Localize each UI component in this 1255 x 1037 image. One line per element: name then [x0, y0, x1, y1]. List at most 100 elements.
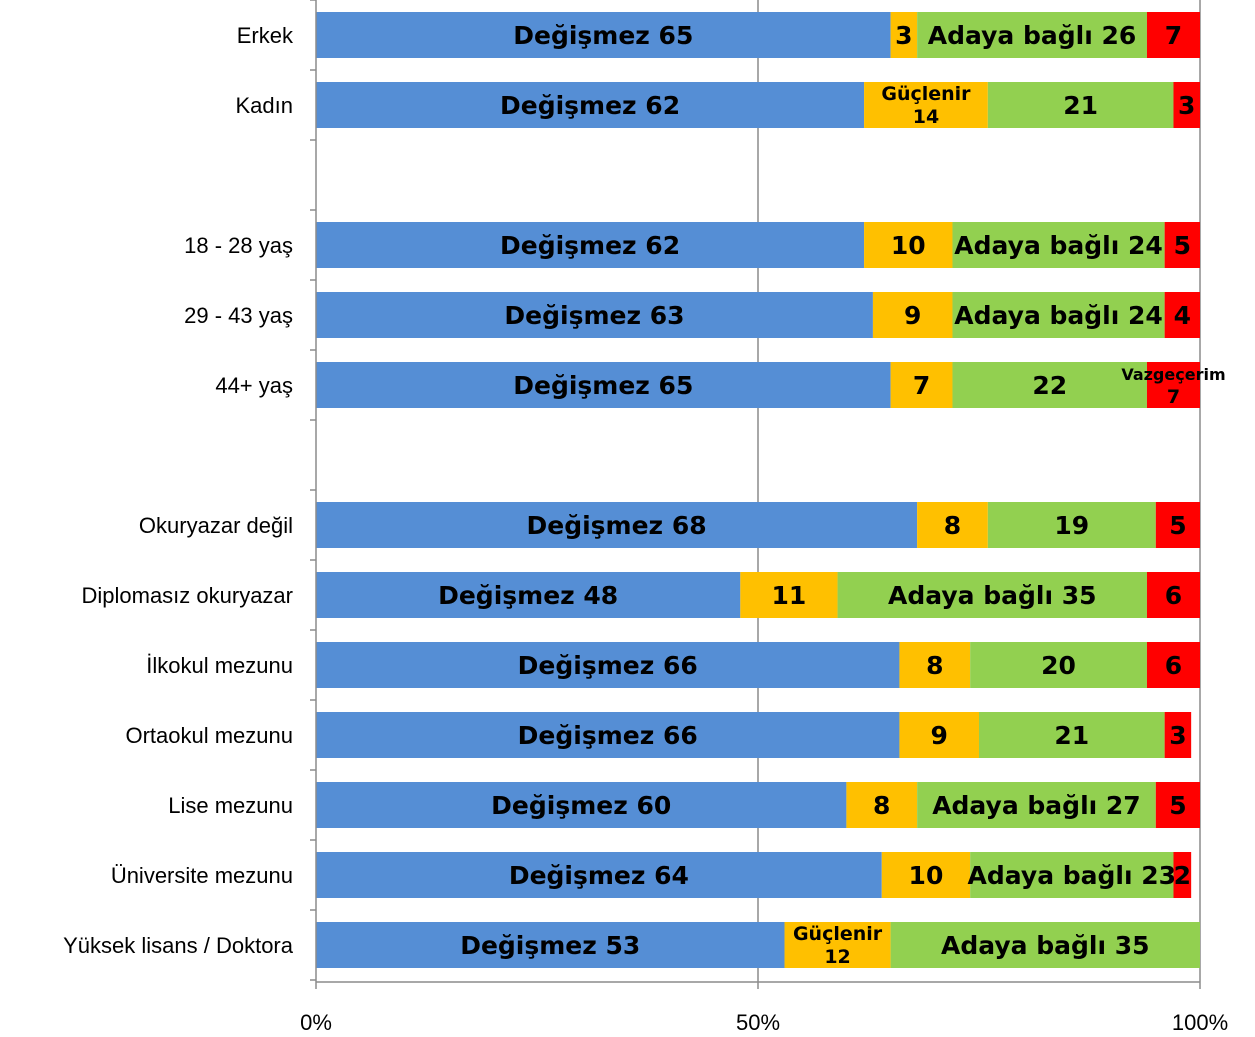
data-label: 14: [913, 106, 939, 128]
bar-segment-guclenir: [846, 782, 918, 828]
data-label: Değişmez 62: [500, 91, 680, 120]
data-label: 5: [1169, 511, 1186, 540]
bar-segment-guclenir: [864, 222, 953, 268]
data-label: Değişmez 62: [500, 231, 680, 260]
data-label: Adaya bağlı 35: [941, 931, 1150, 960]
bar-segment-guclenir: [864, 82, 988, 128]
bar-segment-guclenir: [899, 712, 979, 758]
data-label: 4: [1174, 301, 1191, 330]
bar-segment-adaya-bagli: [890, 922, 1200, 968]
data-label: 8: [873, 791, 890, 820]
data-label: Vazgeçerim: [1121, 365, 1225, 384]
bar-segment-guclenir: [917, 502, 988, 548]
x-tick-label: 0%: [300, 1010, 332, 1035]
bar-segment-vazgecerim: [1164, 292, 1200, 338]
data-label: 2: [1174, 861, 1191, 890]
bar-segment-degismez: [316, 782, 847, 828]
category-label: Üniversite mezunu: [111, 863, 293, 888]
data-label: Değişmez 66: [518, 721, 698, 750]
data-label: Adaya bağlı 26: [928, 21, 1137, 50]
category-label: Ortaokul mezunu: [125, 723, 293, 748]
category-label: Erkek: [237, 23, 294, 48]
data-label: Değişmez 64: [509, 861, 689, 890]
data-label: Değişmez 53: [460, 931, 640, 960]
data-label: Adaya bağlı 23: [968, 861, 1177, 890]
gridlines: [757, 0, 1201, 982]
bar-segment-adaya-bagli: [979, 712, 1165, 758]
bar-segment-degismez: [316, 82, 865, 128]
data-label: 7: [1165, 21, 1182, 50]
category-label: 44+ yaş: [215, 373, 293, 398]
data-label: 12: [824, 946, 850, 968]
bar-segment-guclenir: [881, 852, 971, 898]
bar-segment-guclenir: [784, 922, 891, 968]
data-label: 7: [913, 371, 930, 400]
data-label: 6: [1165, 651, 1182, 680]
data-label: Değişmez 65: [513, 21, 693, 50]
data-label: 9: [931, 721, 948, 750]
category-label: Lise mezunu: [168, 793, 293, 818]
bar-segment-degismez: [316, 852, 882, 898]
category-label: Okuryazar değil: [139, 513, 293, 538]
bar-segment-adaya-bagli: [987, 82, 1174, 128]
bar-segment-guclenir: [890, 362, 953, 408]
bar-segment-vazgecerim: [1164, 222, 1200, 268]
x-tick-label: 100%: [1172, 1010, 1228, 1035]
bar-segment-degismez: [316, 502, 918, 548]
data-label: 3: [1169, 721, 1186, 750]
data-label: 21: [1054, 721, 1089, 750]
data-label: Değişmez 63: [504, 301, 684, 330]
data-label: 3: [895, 21, 912, 50]
bar-segment-degismez: [316, 572, 741, 618]
data-label: 5: [1169, 791, 1186, 820]
data-label: Güçlenir: [881, 83, 971, 105]
category-label: Yüksek lisans / Doktora: [63, 933, 294, 958]
data-label: Adaya bağlı 35: [888, 581, 1097, 610]
bar-segment-degismez: [316, 642, 900, 688]
data-label: Adaya bağlı 24: [954, 231, 1163, 260]
bar-segment-vazgecerim: [1155, 782, 1200, 828]
bar-segment-adaya-bagli: [952, 362, 1147, 408]
bar-segment-vazgecerim: [1164, 712, 1192, 758]
bar-segment-degismez: [316, 362, 891, 408]
data-label: Değişmez 65: [513, 371, 693, 400]
bars: [316, 12, 1200, 968]
data-label: 19: [1054, 511, 1089, 540]
data-label: 5: [1174, 231, 1191, 260]
bar-segment-adaya-bagli: [952, 222, 1165, 268]
bar-segment-vazgecerim: [1146, 362, 1200, 408]
data-label: 21: [1063, 91, 1098, 120]
category-label: Diplomasız okuryazar: [81, 583, 293, 608]
bar-segment-adaya-bagli: [970, 852, 1174, 898]
data-label: Güçlenir: [793, 923, 883, 945]
bar-segment-degismez: [316, 292, 873, 338]
bar-segment-degismez: [316, 222, 865, 268]
bar-segment-vazgecerim: [1146, 572, 1200, 618]
category-label: Kadın: [236, 93, 294, 118]
category-label: İlkokul mezunu: [146, 653, 293, 678]
data-label: 10: [909, 861, 944, 890]
data-label: 22: [1032, 371, 1067, 400]
data-label: 3: [1178, 91, 1195, 120]
bar-segment-adaya-bagli: [952, 292, 1165, 338]
labels: Erkek Değişmez 65 3 Adaya bağlı 26 7 Kadın Değ…: [63, 21, 1226, 968]
data-label: Adaya bağlı 24: [954, 301, 1163, 330]
category-label: 29 - 43 yaş: [184, 303, 293, 328]
bar-segment-guclenir: [740, 572, 838, 618]
data-label: Değişmez 48: [438, 581, 618, 610]
bar-segment-degismez: [316, 12, 891, 58]
data-label: Adaya bağlı 27: [932, 791, 1141, 820]
data-label: 7: [1167, 386, 1180, 408]
axes: 0% 50% 100%: [300, 0, 1228, 1035]
data-label: 9: [904, 301, 921, 330]
bar-segment-guclenir: [899, 642, 971, 688]
bar-segment-vazgecerim: [1155, 502, 1200, 548]
data-label: 8: [926, 651, 943, 680]
bar-segment-degismez: [316, 712, 900, 758]
data-label: 11: [772, 581, 807, 610]
category-label: 18 - 28 yaş: [184, 233, 293, 258]
bar-segment-adaya-bagli: [987, 502, 1156, 548]
bar-segment-vazgecerim: [1173, 852, 1192, 898]
data-label: Değişmez 68: [527, 511, 707, 540]
